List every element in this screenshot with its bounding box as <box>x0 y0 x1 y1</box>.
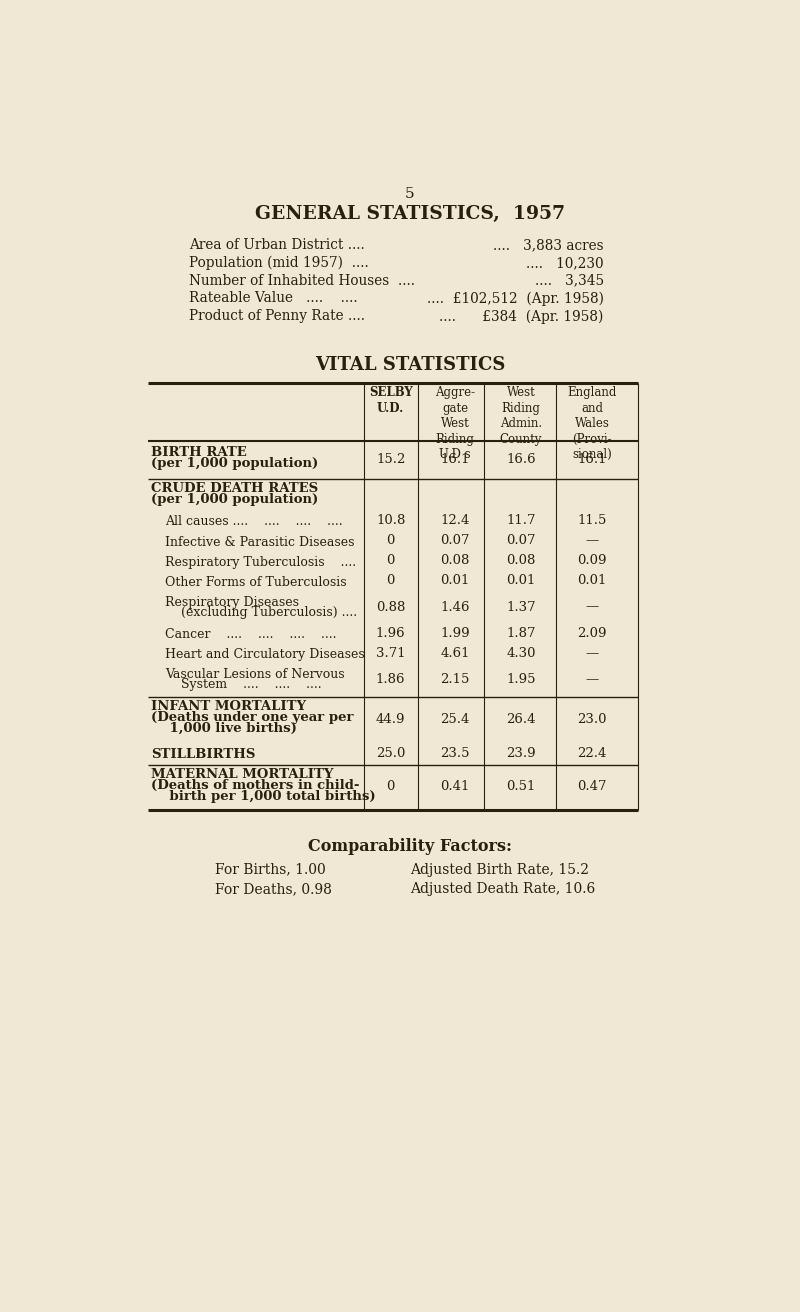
Text: ....      £384  (Apr. 1958): .... £384 (Apr. 1958) <box>439 310 604 324</box>
Text: birth per 1,000 total births): birth per 1,000 total births) <box>151 790 376 803</box>
Text: 16.1: 16.1 <box>578 453 607 466</box>
Text: —: — <box>586 601 598 614</box>
Text: Population (mid 1957)  ....: Population (mid 1957) .... <box>189 256 369 270</box>
Text: INFANT MORTALITY: INFANT MORTALITY <box>151 701 306 714</box>
Text: 4.61: 4.61 <box>440 647 470 660</box>
Text: 1,000 live births): 1,000 live births) <box>151 722 297 735</box>
Text: Other Forms of Tuberculosis: Other Forms of Tuberculosis <box>165 576 346 589</box>
Text: 1.99: 1.99 <box>440 627 470 640</box>
Text: For Births, 1.00: For Births, 1.00 <box>214 863 326 876</box>
Text: 23.0: 23.0 <box>578 712 607 726</box>
Text: Infective & Parasitic Diseases: Infective & Parasitic Diseases <box>165 535 354 548</box>
Text: Rateable Value   ....    ....: Rateable Value .... .... <box>189 291 358 306</box>
Text: West
Riding
Admin.
County: West Riding Admin. County <box>500 386 542 446</box>
Text: 0: 0 <box>386 534 395 547</box>
Text: 16.6: 16.6 <box>506 453 536 466</box>
Text: 0.07: 0.07 <box>440 534 470 547</box>
Text: 23.5: 23.5 <box>440 747 470 760</box>
Text: (per 1,000 population): (per 1,000 population) <box>151 492 318 505</box>
Text: 0.08: 0.08 <box>506 555 535 567</box>
Text: 25.4: 25.4 <box>440 712 470 726</box>
Text: 4.30: 4.30 <box>506 647 535 660</box>
Text: Aggre-
gate
West
Riding
U.D s: Aggre- gate West Riding U.D s <box>435 386 475 461</box>
Text: SELBY
U.D.: SELBY U.D. <box>369 386 413 415</box>
Text: GENERAL STATISTICS,  1957: GENERAL STATISTICS, 1957 <box>255 205 565 223</box>
Text: (Deaths under one year per: (Deaths under one year per <box>151 711 354 724</box>
Text: —: — <box>586 647 598 660</box>
Text: 11.7: 11.7 <box>506 514 535 527</box>
Text: 15.2: 15.2 <box>376 453 406 466</box>
Text: 0.01: 0.01 <box>506 575 535 588</box>
Text: (Deaths of mothers in child-: (Deaths of mothers in child- <box>151 779 360 792</box>
Text: STILLBIRTHS: STILLBIRTHS <box>151 748 255 761</box>
Text: CRUDE DEATH RATES: CRUDE DEATH RATES <box>151 482 318 495</box>
Text: 0.51: 0.51 <box>506 781 535 792</box>
Text: Vascular Lesions of Nervous: Vascular Lesions of Nervous <box>165 668 345 681</box>
Text: ....  £102,512  (Apr. 1958): .... £102,512 (Apr. 1958) <box>426 291 604 306</box>
Text: 2.15: 2.15 <box>440 673 470 686</box>
Text: England
and
Wales
(Provi-
sional): England and Wales (Provi- sional) <box>567 386 617 461</box>
Text: 3.71: 3.71 <box>376 647 406 660</box>
Text: 12.4: 12.4 <box>440 514 470 527</box>
Text: MATERNAL MORTALITY: MATERNAL MORTALITY <box>151 768 334 781</box>
Text: 0.07: 0.07 <box>506 534 535 547</box>
Text: 1.86: 1.86 <box>376 673 406 686</box>
Text: 0.01: 0.01 <box>440 575 470 588</box>
Text: ....   3,883 acres: .... 3,883 acres <box>493 239 604 252</box>
Text: 25.0: 25.0 <box>376 747 406 760</box>
Text: 0.08: 0.08 <box>440 555 470 567</box>
Text: 11.5: 11.5 <box>578 514 607 527</box>
Text: Respiratory Diseases: Respiratory Diseases <box>165 596 299 609</box>
Text: 0.01: 0.01 <box>578 575 607 588</box>
Text: System    ....    ....    ....: System .... .... .... <box>165 678 322 691</box>
Text: Adjusted Death Rate, 10.6: Adjusted Death Rate, 10.6 <box>410 882 595 896</box>
Text: BIRTH RATE: BIRTH RATE <box>151 446 247 459</box>
Text: 5: 5 <box>405 186 415 201</box>
Text: ....   3,345: .... 3,345 <box>534 274 604 287</box>
Text: ....   10,230: .... 10,230 <box>526 256 604 270</box>
Text: 1.46: 1.46 <box>440 601 470 614</box>
Text: —: — <box>586 534 598 547</box>
Text: 1.96: 1.96 <box>376 627 406 640</box>
Text: Comparability Factors:: Comparability Factors: <box>308 838 512 855</box>
Text: 0: 0 <box>386 555 395 567</box>
Text: Number of Inhabited Houses  ....: Number of Inhabited Houses .... <box>189 274 415 287</box>
Text: 26.4: 26.4 <box>506 712 535 726</box>
Text: For Deaths, 0.98: For Deaths, 0.98 <box>214 882 331 896</box>
Text: 0: 0 <box>386 575 395 588</box>
Text: 0.88: 0.88 <box>376 601 406 614</box>
Text: 44.9: 44.9 <box>376 712 406 726</box>
Text: 0.41: 0.41 <box>440 781 470 792</box>
Text: Cancer    ....    ....    ....    ....: Cancer .... .... .... .... <box>165 628 337 640</box>
Text: 22.4: 22.4 <box>578 747 607 760</box>
Text: Respiratory Tuberculosis    ....: Respiratory Tuberculosis .... <box>165 555 356 568</box>
Text: All causes ....    ....    ....    ....: All causes .... .... .... .... <box>165 516 342 529</box>
Text: Product of Penny Rate ....: Product of Penny Rate .... <box>189 310 365 323</box>
Text: 1.87: 1.87 <box>506 627 535 640</box>
Text: Adjusted Birth Rate, 15.2: Adjusted Birth Rate, 15.2 <box>410 863 589 876</box>
Text: 2.09: 2.09 <box>578 627 607 640</box>
Text: 0.09: 0.09 <box>578 555 607 567</box>
Text: (excluding Tuberculosis) ....: (excluding Tuberculosis) .... <box>165 606 358 619</box>
Text: VITAL STATISTICS: VITAL STATISTICS <box>315 356 505 374</box>
Text: Heart and Circulatory Diseases: Heart and Circulatory Diseases <box>165 648 365 661</box>
Text: 1.95: 1.95 <box>506 673 535 686</box>
Text: 23.9: 23.9 <box>506 747 536 760</box>
Text: 1.37: 1.37 <box>506 601 536 614</box>
Text: Area of Urban District ....: Area of Urban District .... <box>189 239 365 252</box>
Text: —: — <box>586 673 598 686</box>
Text: 16.1: 16.1 <box>440 453 470 466</box>
Text: 10.8: 10.8 <box>376 514 406 527</box>
Text: (per 1,000 population): (per 1,000 population) <box>151 457 318 470</box>
Text: 0: 0 <box>386 781 395 792</box>
Text: 0.47: 0.47 <box>578 781 607 792</box>
